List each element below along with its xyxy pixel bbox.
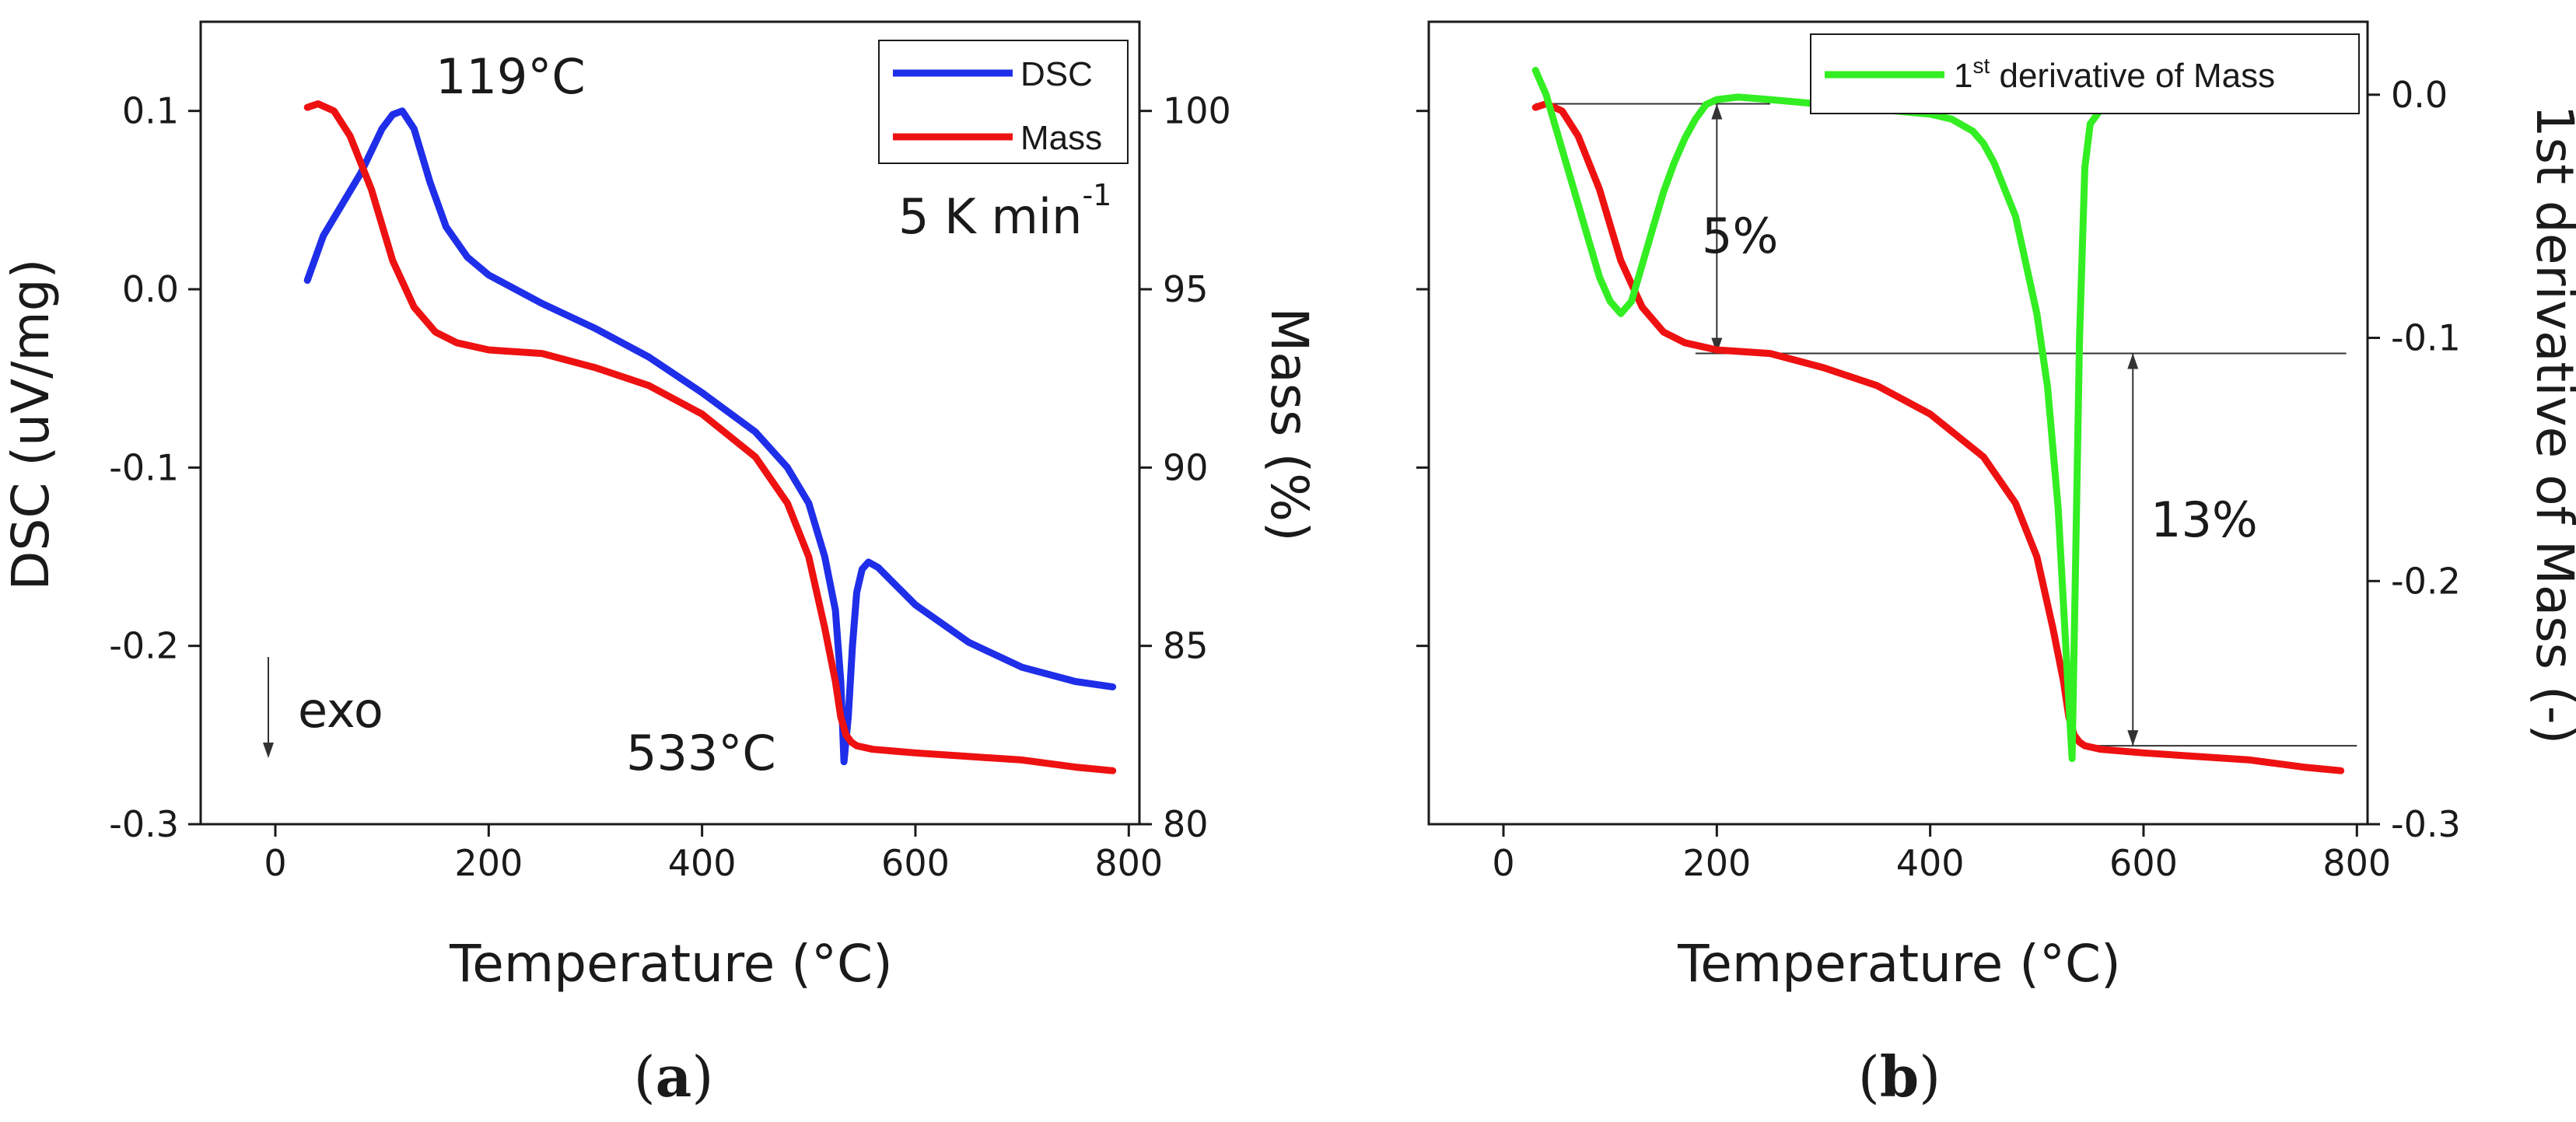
y-right-tick-label: -0.1 [2391, 317, 2461, 359]
panel-b-legend: 1st derivative of Mass [1810, 33, 2360, 114]
y-right-tick-label: 100 [1163, 90, 1231, 132]
y-right-tick-label: -0.3 [2391, 803, 2461, 845]
x-tick-label: 400 [668, 842, 737, 884]
dimension-arrow-5-percent-head-bottom [1711, 337, 1723, 354]
y-right-tick-label: 0.0 [2391, 74, 2448, 116]
annotation-exo: exo [298, 682, 383, 739]
x-tick-label: 400 [1896, 842, 1965, 884]
y-left-tick-label: -0.3 [109, 803, 179, 845]
annotation-533: 533°C [626, 725, 776, 781]
y-right-tick-label: 90 [1163, 446, 1209, 488]
panel-a-label: (a) [634, 1043, 714, 1110]
dimension-arrow-5-percent-head-top [1711, 103, 1723, 120]
y-left-tick-label: 0.1 [122, 90, 179, 132]
x-tick-label: 200 [1682, 842, 1751, 884]
legend-derivative-label: 1st derivative of Mass [1954, 54, 2275, 95]
x-tick-label: 0 [264, 842, 286, 884]
panel-b-ylabel-right: 1st derivative of Mass (-) [2525, 105, 2576, 745]
panel-a-chart: 0 200 400 600 800 -0.3 -0.2 -0.1 0.0 0.1 80 85 90 9… [1, 20, 1319, 1110]
panel-a-ylabel-right: Mass (%) [1259, 307, 1319, 541]
panel-a-xlabel: Temperature (°C) [449, 934, 893, 994]
annotation-13-percent: 13% [2151, 491, 2258, 548]
annotation-5-percent: 5% [1702, 208, 1778, 264]
y-right-tick-label: 95 [1163, 268, 1209, 310]
panel-b-plot-frame [1427, 20, 2369, 826]
y-right-tick-label: 85 [1163, 625, 1209, 667]
series-mass [1531, 100, 2345, 774]
panel-a-plot-frame [199, 20, 1141, 826]
panel-a-ylabel-left: DSC (uV/mg) [1, 259, 61, 591]
y-right-tick-label: -0.2 [2391, 560, 2461, 602]
series-dsc [303, 107, 1117, 766]
x-tick-label: 600 [2109, 842, 2178, 884]
panel-a-legend: DSC Mass [878, 40, 1129, 164]
legend-mass-label: Mass [1020, 119, 1102, 157]
x-tick-label: 0 [1492, 842, 1514, 884]
y-right-tick-label: 80 [1163, 803, 1209, 845]
panel-b-xlabel: Temperature (°C) [1677, 934, 2121, 994]
y-left-tick-label: 0.0 [122, 268, 179, 310]
annotation-rate: 5 K min-1 [898, 178, 1111, 245]
y-left-tick-label: -0.2 [109, 625, 179, 667]
dimension-arrow-13-percent-head-bottom [2127, 730, 2139, 746]
x-tick-label: 800 [1094, 842, 1163, 884]
x-tick-label: 600 [881, 842, 950, 884]
exo-arrow [263, 657, 274, 758]
series-1st-derivative-of-mass [1531, 67, 2345, 763]
x-tick-label: 200 [454, 842, 523, 884]
y-left-tick-label: -0.1 [109, 446, 179, 488]
series-mass [303, 100, 1117, 774]
annotation-peak-119: 119°C [436, 48, 586, 105]
panel-b-label: (b) [1858, 1043, 1941, 1110]
x-tick-label: 800 [2322, 842, 2391, 884]
legend-dsc-label: DSC [1020, 55, 1093, 93]
dimension-arrow-13-percent-head-top [2127, 353, 2139, 369]
panel-b-chart: 0 200 400 600 800 -0.3 -0.2 -0.1 0.0 1st deriva… [1416, 20, 2576, 1110]
